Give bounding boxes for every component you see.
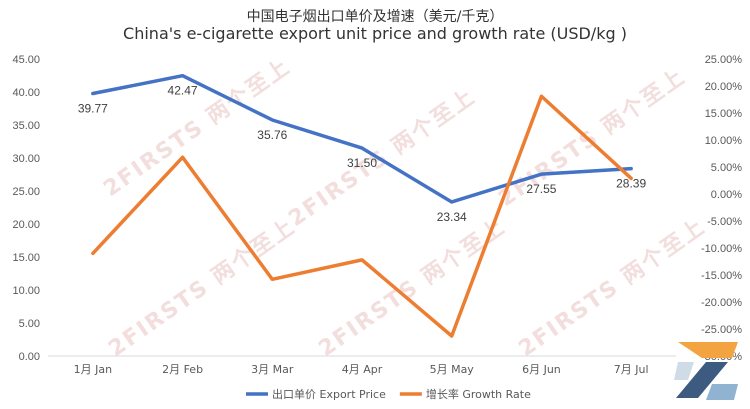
data-label: 31.50 <box>347 156 377 170</box>
data-point-growth-rate <box>361 259 363 261</box>
data-label: 27.55 <box>526 182 556 196</box>
data-point-growth-rate <box>540 95 542 97</box>
x-tick-label: 7月 Jul <box>614 363 649 376</box>
y-left-tick-label: 15.00 <box>12 252 40 264</box>
y-left-tick-label: 5.00 <box>19 318 40 330</box>
data-label: 42.47 <box>168 84 198 98</box>
data-point-growth-rate <box>271 278 273 280</box>
data-point-growth-rate <box>92 252 94 254</box>
y-left-tick-label: 10.00 <box>12 285 40 297</box>
y-left-tick-label: 40.00 <box>12 87 40 99</box>
data-point-growth-rate <box>182 156 184 158</box>
chart-title-zh: 中国电子烟出口单价及增速（美元/千克） <box>246 9 504 25</box>
x-tick-label: 5月 May <box>430 363 475 376</box>
y-right-tick-label: -10.00% <box>701 243 742 255</box>
x-tick-label: 6月 Jun <box>522 363 561 376</box>
y-right-tick-label: 0.00% <box>711 189 742 201</box>
data-point-export-price <box>271 119 273 121</box>
data-point-growth-rate <box>630 177 632 179</box>
data-label: 39.77 <box>78 102 108 116</box>
y-right-tick-label: -15.00% <box>701 270 742 282</box>
y-left-tick-label: 25.00 <box>12 186 40 198</box>
data-point-export-price <box>451 201 453 203</box>
data-label: 28.39 <box>616 177 646 191</box>
data-point-export-price <box>630 168 632 170</box>
series-line-growth-rate <box>91 94 633 338</box>
y-left-tick-label: 0.00 <box>19 351 40 363</box>
data-point-export-price <box>361 147 363 149</box>
y-left-tick-label: 45.00 <box>12 54 40 66</box>
legend-label-export-price: 出口单价 Export Price <box>272 387 386 401</box>
y-right-tick-label: 15.00% <box>705 108 743 120</box>
data-label: 23.34 <box>437 210 467 224</box>
data-point-export-price <box>92 93 94 95</box>
y-right-tick-label: 5.00% <box>711 162 742 174</box>
data-point-export-price <box>540 173 542 175</box>
x-tick-label: 2月 Feb <box>162 363 203 376</box>
y-right-tick-label: -20.00% <box>701 297 742 309</box>
y-right-tick-label: -5.00% <box>707 216 742 228</box>
legend-label-growth-rate: 增长率 Growth Rate <box>426 387 531 401</box>
y-right-tick-label: 25.00% <box>705 54 743 66</box>
y-left-tick-label: 20.00 <box>12 219 40 231</box>
y-right-tick-label: 10.00% <box>705 135 743 147</box>
x-tick-label: 4月 Apr <box>342 363 383 376</box>
chart-title: China's e-cigarette export unit price an… <box>123 24 627 43</box>
y-right-tick-label: 20.00% <box>705 81 743 93</box>
y-right-tick-label: -25.00% <box>701 324 742 336</box>
brand-logo-icon <box>674 342 738 400</box>
y-left-tick-label: 30.00 <box>12 153 40 165</box>
x-tick-label: 1月 Jan <box>74 363 112 376</box>
data-label: 35.76 <box>257 128 287 142</box>
x-tick-label: 3月 Mar <box>251 363 294 376</box>
data-point-export-price <box>182 75 184 77</box>
y-left-tick-label: 35.00 <box>12 120 40 132</box>
data-point-growth-rate <box>451 335 453 337</box>
